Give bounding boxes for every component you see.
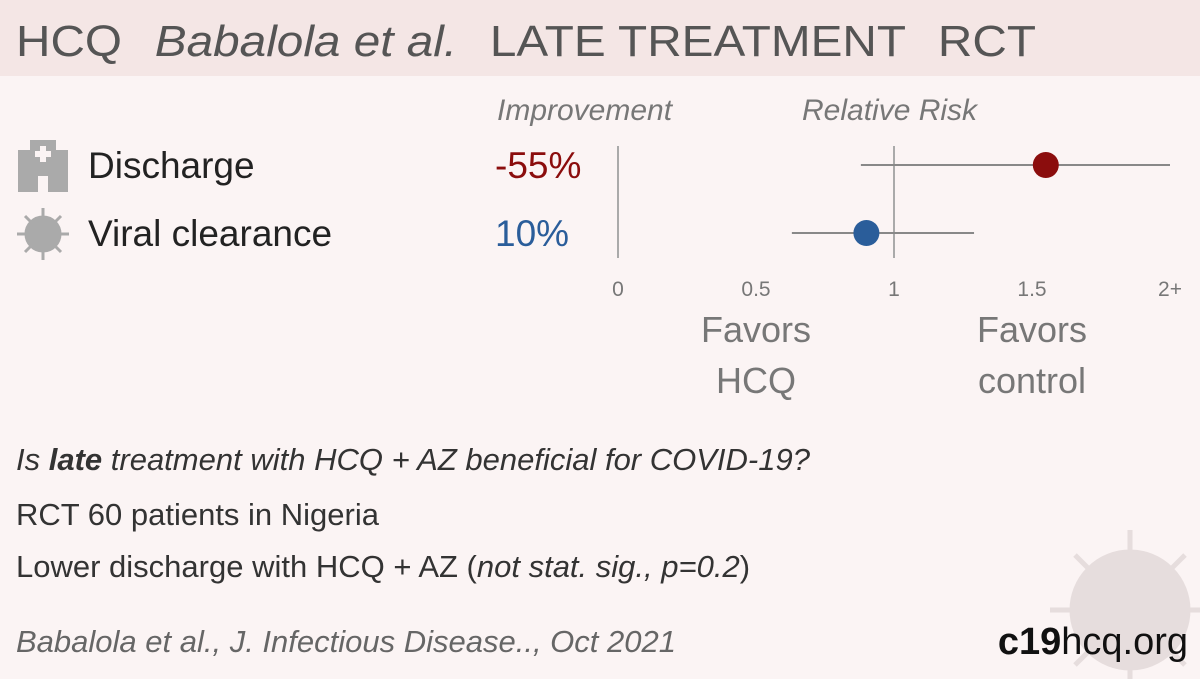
x-tick-label: 1 — [888, 278, 900, 301]
result-part: ) — [740, 549, 750, 584]
result: Lower discharge with HCQ + AZ (not stat.… — [16, 549, 750, 584]
favors-label: HCQ — [716, 360, 796, 401]
question: Is late treatment with HCQ + AZ benefici… — [16, 442, 811, 477]
header-band — [0, 0, 1200, 76]
point-estimate — [853, 220, 880, 246]
result-note: not stat. sig., p=0.2 — [477, 549, 740, 584]
title-drug: HCQ — [16, 17, 122, 66]
x-tick-label: 0.5 — [741, 278, 770, 301]
favors-label: Favors — [977, 309, 1087, 350]
x-tick-label: 1.5 — [1017, 278, 1046, 301]
virus-decoration — [1050, 530, 1200, 679]
brand-bold: c19 — [998, 621, 1061, 663]
question-emphasis: late — [49, 442, 102, 477]
favors-label: Favors — [701, 309, 811, 350]
column-title: Relative Risk — [802, 94, 979, 127]
design: RCT 60 patients in Nigeria — [16, 497, 380, 532]
point-estimate — [1032, 152, 1059, 178]
question-part: treatment with HCQ + AZ beneficial for C… — [102, 442, 811, 477]
title: HCQ Babalola et al. LATE TREATMENT RCT — [16, 17, 1036, 66]
title-authors: Babalola et al. — [155, 17, 457, 66]
question-part: Is — [16, 442, 49, 477]
row-label: Discharge — [88, 145, 255, 186]
hospital-icon — [18, 140, 68, 192]
improvement-label: 10% — [495, 213, 569, 254]
x-tick-label: 0 — [612, 278, 624, 301]
title-design: RCT — [938, 17, 1036, 66]
column-title: Improvement — [497, 94, 674, 127]
result-part: Lower discharge with HCQ + AZ ( — [16, 549, 478, 584]
citation: Babalola et al., J. Infectious Disease..… — [16, 624, 676, 659]
row-label: Viral clearance — [88, 213, 332, 254]
brand: c19hcq.org — [998, 621, 1188, 663]
improvement-label: -55% — [495, 145, 581, 186]
x-tick-label: 2+ — [1158, 278, 1182, 301]
virus-icon — [17, 208, 69, 260]
title-stage: LATE TREATMENT — [490, 17, 905, 66]
favors-label: control — [978, 360, 1086, 401]
brand-rest: hcq.org — [1061, 621, 1188, 663]
